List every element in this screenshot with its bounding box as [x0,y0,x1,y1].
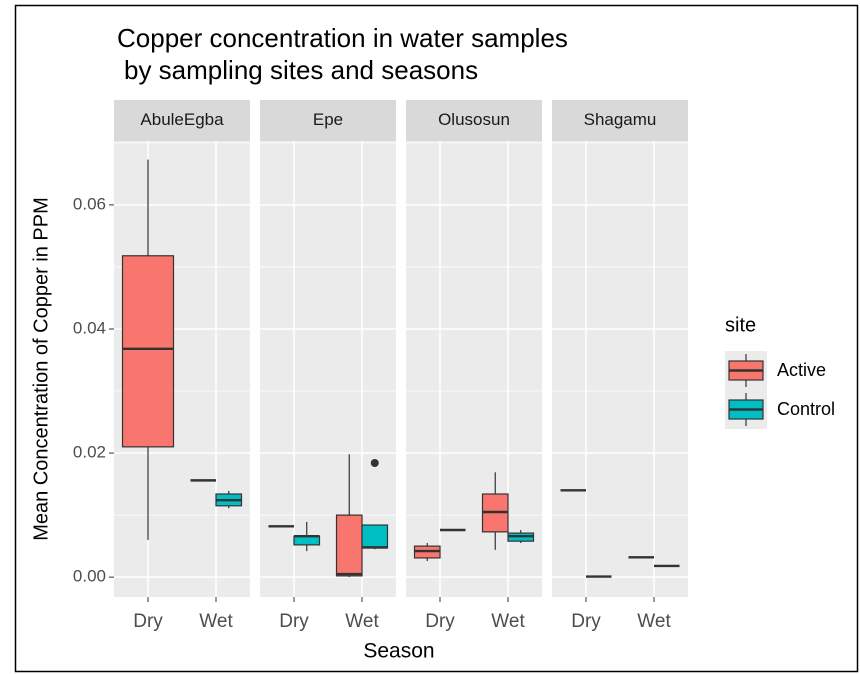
box [335,514,363,577]
y-tick-label: 0.04 [73,318,106,337]
x-tick-label: Wet [345,611,379,632]
chart-title: Copper concentration in water samples [117,23,568,53]
box [121,255,175,448]
strip-label: AbuleEgba [140,110,224,129]
box [293,535,321,546]
strip-label: Epe [313,110,343,129]
legend-title: site [725,314,756,336]
strip-background [114,100,250,141]
x-tick-label: Dry [133,611,163,632]
strip-background [260,100,396,141]
panel-background [260,141,396,597]
x-tick-label: Dry [571,611,601,632]
strip-label: Olusosun [438,110,510,129]
y-tick-label: 0.02 [73,443,106,462]
x-tick-label: Dry [425,611,455,632]
strip-label: Shagamu [584,110,657,129]
x-tick-label: Wet [199,611,233,632]
legend-label: Control [777,399,835,419]
legend-label: Active [777,360,826,380]
y-tick-label: 0.06 [73,194,106,213]
panel-background [406,141,542,597]
panel-background [552,141,688,597]
outlier [370,458,379,467]
box [361,524,389,549]
x-tick-label: Dry [279,611,309,632]
chart-title: by sampling sites and seasons [124,55,478,85]
y-axis-label: Mean Concentration of Copper in PPM [30,197,52,541]
x-tick-label: Wet [491,611,525,632]
x-axis-label: Season [363,640,434,663]
strip-background [552,100,688,141]
x-tick-label: Wet [637,611,671,632]
strip-background [406,100,542,141]
y-tick-label: 0.00 [73,567,106,586]
